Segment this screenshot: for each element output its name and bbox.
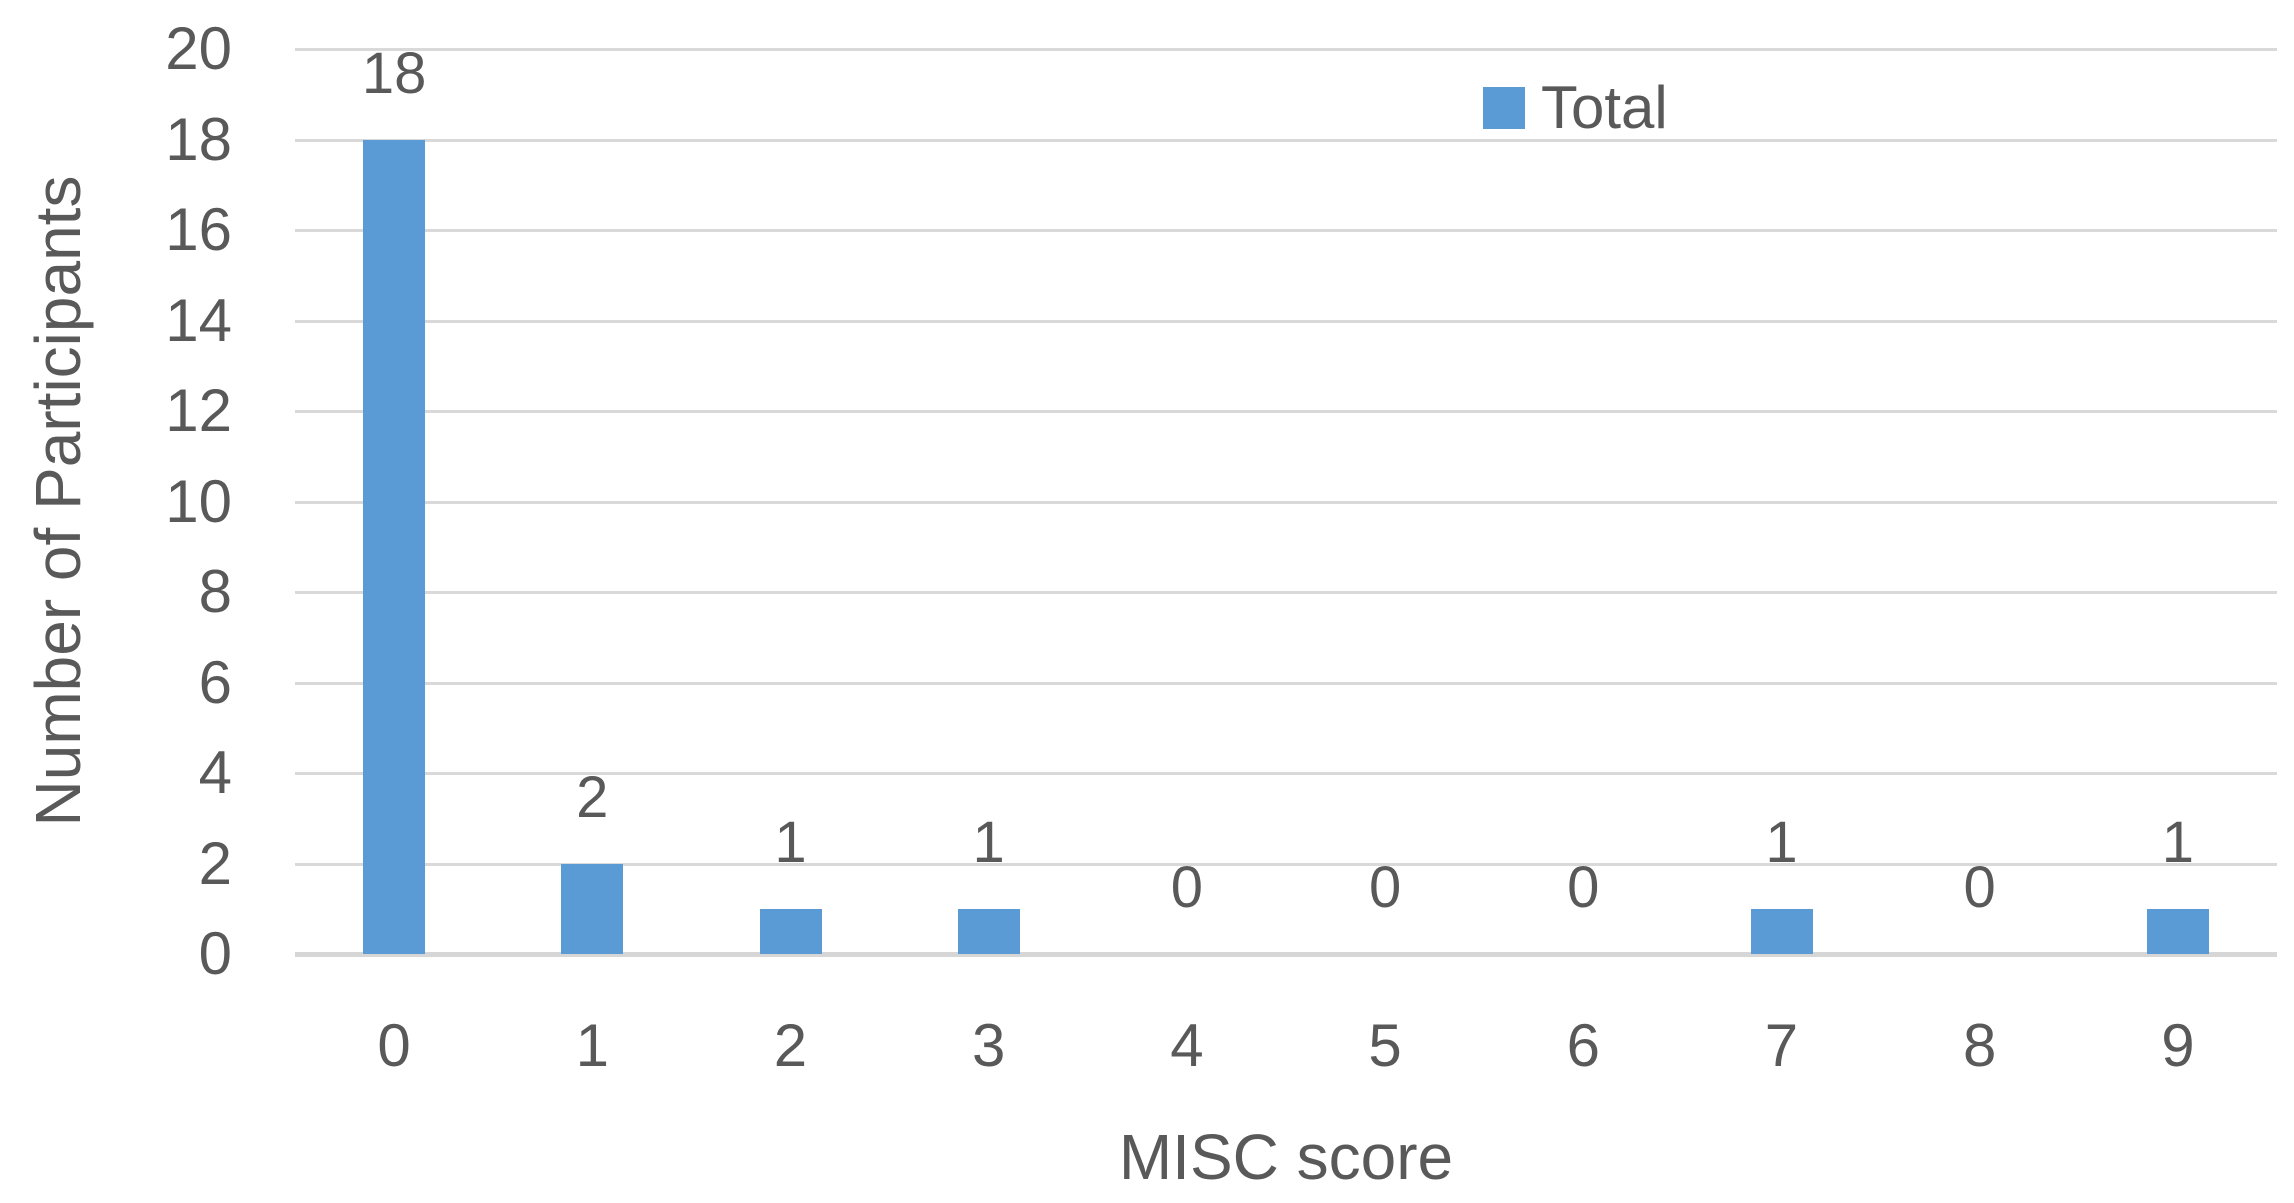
- gridline-y-10: [295, 500, 2277, 504]
- y-tick-label-20: 20: [165, 15, 232, 82]
- x-tick-label-8: 8: [1963, 1012, 1997, 1079]
- x-axis-line: [295, 952, 2277, 957]
- x-tick-label-1: 1: [575, 1012, 609, 1079]
- legend-swatch-icon: [1483, 87, 1525, 129]
- data-label-misc-5: 0: [1368, 855, 1402, 920]
- x-tick-label-5: 5: [1368, 1012, 1402, 1079]
- gridline-y-6: [295, 681, 2277, 685]
- gridline-y-2: [295, 862, 2277, 866]
- bar-misc-3: [957, 908, 1020, 954]
- x-tick-label-6: 6: [1566, 1012, 1600, 1079]
- x-tick-label-3: 3: [972, 1012, 1006, 1079]
- y-tick-label-12: 12: [165, 377, 232, 444]
- data-label-misc-0: 18: [361, 40, 427, 106]
- bar-misc-1: [561, 863, 624, 954]
- x-tick-label-0: 0: [377, 1012, 411, 1079]
- bar-misc-7: [1750, 908, 1813, 954]
- data-label-misc-3: 1: [972, 809, 1005, 875]
- x-tick-label-9: 9: [2161, 1012, 2195, 1079]
- gridline-y-12: [295, 410, 2277, 413]
- bar-misc-0: [363, 139, 426, 954]
- y-tick-label-14: 14: [165, 286, 232, 354]
- y-axis-title: Number of Participants: [22, 175, 94, 827]
- data-label-misc-2: 1: [774, 809, 807, 875]
- data-label-misc-1: 2: [576, 764, 609, 830]
- y-tick-label-0: 0: [198, 920, 232, 987]
- data-label-misc-7: 1: [1765, 809, 1798, 875]
- gridline-y-14: [295, 319, 2277, 323]
- data-label-misc-4: 0: [1170, 855, 1204, 920]
- x-tick-label-7: 7: [1764, 1012, 1799, 1079]
- x-tick-label-4: 4: [1170, 1012, 1204, 1079]
- x-axis-title: MISC score: [1118, 1121, 1454, 1193]
- gridline-y-18: [295, 138, 2277, 142]
- y-tick-label-10: 10: [165, 467, 232, 535]
- y-tick-label-2: 2: [198, 829, 232, 897]
- gridline-y-16: [295, 229, 2277, 232]
- y-tick-label-4: 4: [198, 739, 232, 806]
- plot-area: 18 2 1 1 0 0 0 1 0 1: [295, 44, 2277, 957]
- y-tick-label-6: 6: [198, 648, 232, 716]
- y-tick-label-8: 8: [198, 558, 232, 625]
- data-label-misc-8: 0: [1963, 855, 1996, 920]
- gridline-y-20: [295, 48, 2277, 51]
- data-label-misc-9: 1: [2161, 809, 2195, 875]
- gridline-y-4: [295, 772, 2277, 775]
- y-tick-label-18: 18: [165, 105, 232, 173]
- gridline-y-8: [295, 591, 2277, 594]
- data-label-misc-6: 0: [1567, 855, 1600, 920]
- legend-label: Total: [1541, 74, 1668, 141]
- bar-misc-2: [759, 908, 822, 954]
- x-tick-label-2: 2: [773, 1012, 808, 1079]
- legend: Total: [1483, 74, 1668, 141]
- y-tick-label-16: 16: [165, 196, 232, 263]
- bar-misc-9: [2146, 908, 2209, 954]
